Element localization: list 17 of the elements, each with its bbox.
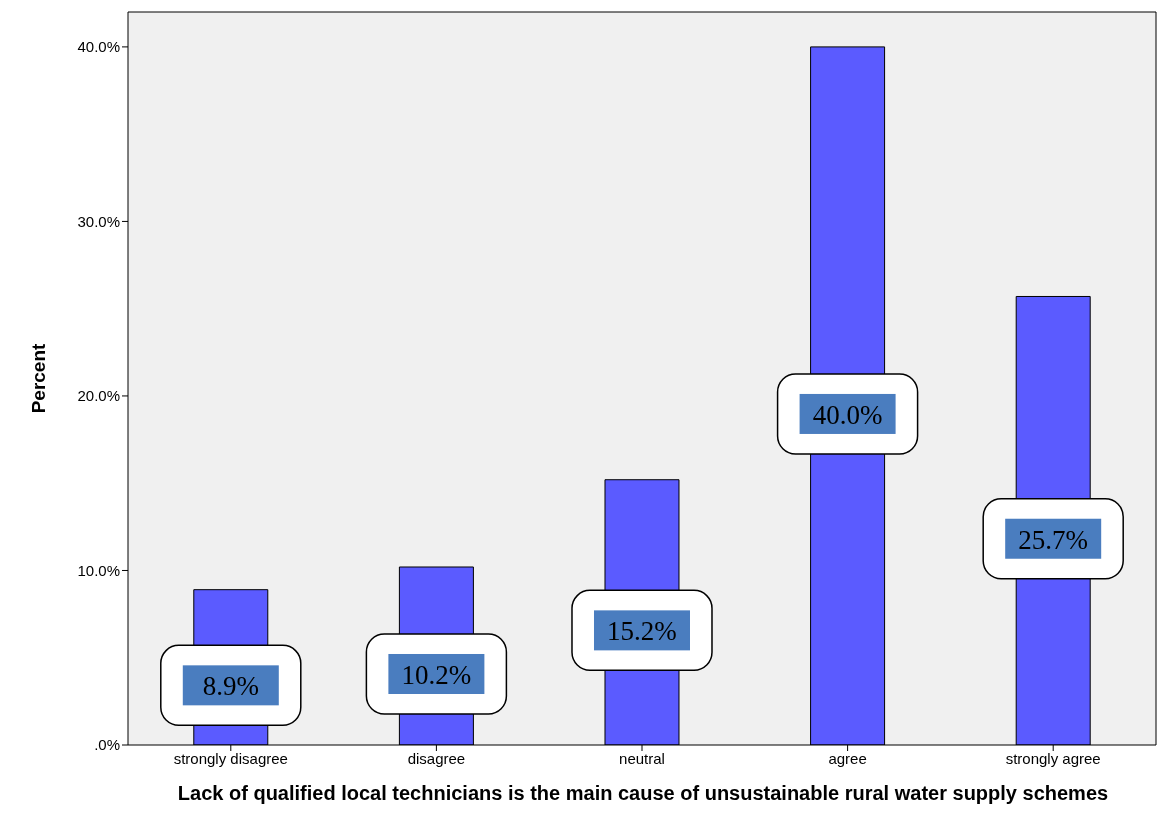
- x-tick-label: agree: [828, 749, 867, 767]
- data-label: 10.2%: [401, 659, 472, 690]
- x-tick-label: disagree: [407, 749, 466, 767]
- y-tick-label: 10.0%: [77, 561, 120, 579]
- y-tick-label: 20.0%: [77, 387, 120, 405]
- x-axis-title: Lack of qualified local technicians is the main cause of unsustainable rural water supply schemes: [176, 782, 1110, 804]
- y-tick-label: .0%: [94, 736, 120, 754]
- data-label: 25.7%: [1018, 524, 1089, 555]
- x-tick-label: neutral: [619, 749, 665, 767]
- data-label: 40.0%: [812, 399, 883, 430]
- x-tick-label: strongly agree: [1005, 749, 1101, 767]
- y-axis-title: Percent: [27, 342, 49, 414]
- data-label: 15.2%: [607, 616, 677, 647]
- y-tick-label: 30.0%: [77, 212, 120, 230]
- x-tick-label: strongly disagree: [173, 749, 288, 767]
- y-tick-label: 40.0%: [77, 38, 120, 56]
- data-label: 8.9%: [202, 671, 259, 702]
